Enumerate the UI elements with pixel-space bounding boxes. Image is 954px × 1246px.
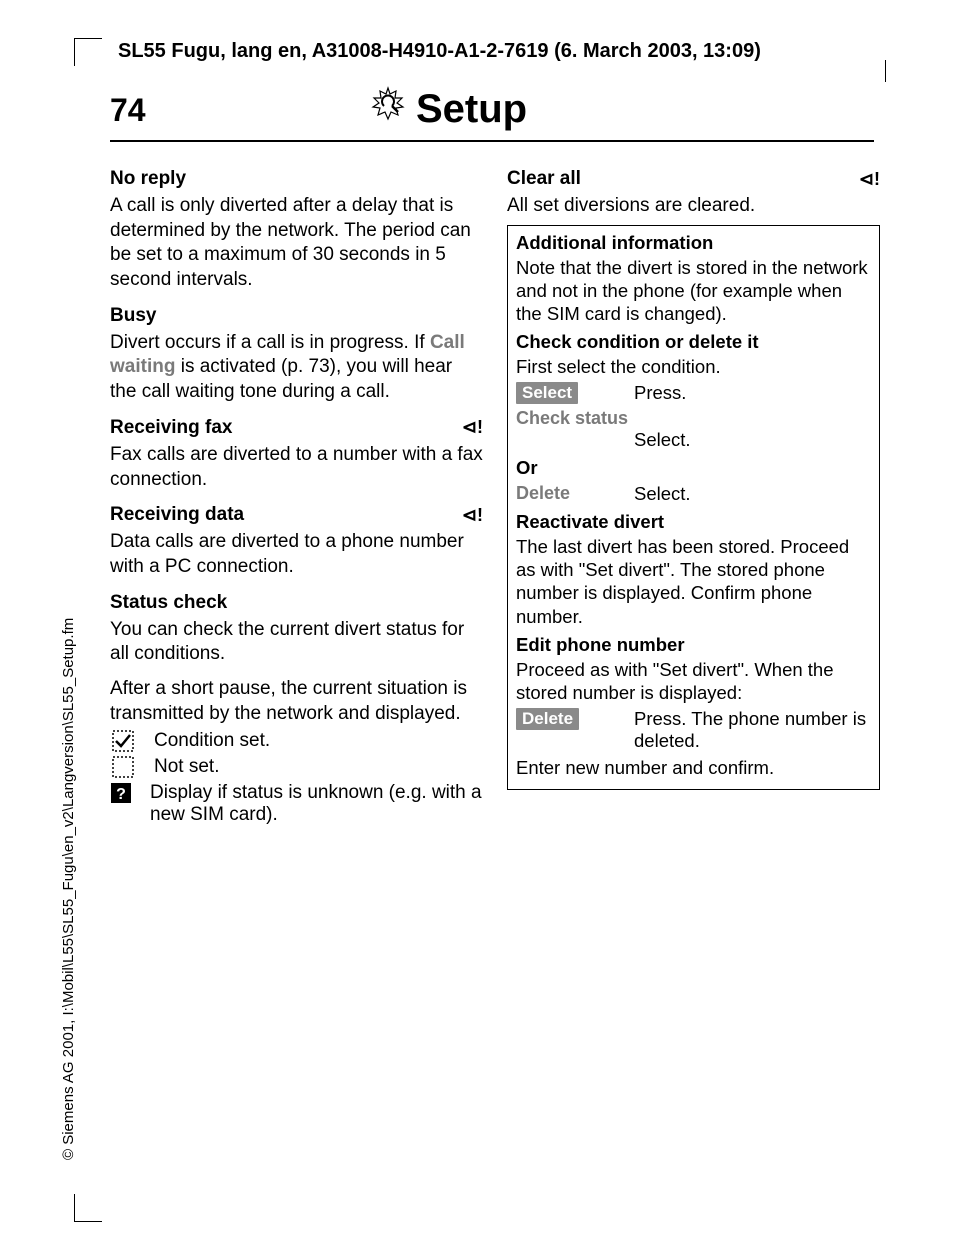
content-area: No reply A call is only diverted after a… xyxy=(110,162,880,830)
network-icon: ⊲! xyxy=(859,169,880,190)
reactivate-text: The last divert has been stored. Proceed… xyxy=(516,535,871,628)
receiving-fax-heading: Receiving fax xyxy=(110,417,233,439)
receiving-fax-heading-row: Receiving fax ⊲! xyxy=(110,417,483,439)
edit-phone-text: Proceed as with "Set divert". When the s… xyxy=(516,658,871,704)
receiving-data-heading: Receiving data xyxy=(110,504,244,526)
question-icon: ? xyxy=(110,782,132,804)
additional-info-heading: Additional information xyxy=(516,232,871,254)
crop-mark-bottom-left xyxy=(74,1194,102,1222)
status-check-text-2: After a short pause, the current situati… xyxy=(110,677,483,726)
check-status-label: Check status xyxy=(516,408,628,429)
receiving-fax-text: Fax calls are diverted to a number with … xyxy=(110,443,483,492)
no-reply-text: A call is only diverted after a delay th… xyxy=(110,194,483,293)
status-unknown-text: Display if status is unknown (e.g. with … xyxy=(150,782,483,826)
busy-text: Divert occurs if a call is in progress. … xyxy=(110,331,483,405)
delete-softkey: Delete xyxy=(516,708,579,730)
checkbox-empty-icon xyxy=(110,756,136,778)
delete-btn-row: Delete Press. The phone number is delete… xyxy=(516,708,871,752)
network-icon: ⊲! xyxy=(462,417,483,438)
check-condition-heading: Check condition or delete it xyxy=(516,331,871,353)
delete-option-action: Select. xyxy=(634,483,871,505)
right-column: Clear all ⊲! All set diversions are clea… xyxy=(507,162,880,830)
left-column: No reply A call is only diverted after a… xyxy=(110,162,483,830)
or-heading: Or xyxy=(516,457,871,479)
setup-icon xyxy=(370,86,406,132)
status-notset-text: Not set. xyxy=(154,756,219,778)
svg-text:?: ? xyxy=(116,786,126,803)
edit-phone-heading: Edit phone number xyxy=(516,634,871,656)
reactivate-heading: Reactivate divert xyxy=(516,511,871,533)
check-status-action: Select. xyxy=(634,429,871,451)
select-row: Select Press. xyxy=(516,382,871,404)
no-reply-heading: No reply xyxy=(110,168,483,190)
busy-text-1: Divert occurs if a call is in progress. … xyxy=(110,332,430,353)
check-condition-text: First select the condition. xyxy=(516,355,871,378)
select-key: Select xyxy=(516,382,616,404)
crop-mark-top-left xyxy=(74,38,102,66)
status-check-heading: Status check xyxy=(110,592,483,614)
status-row-unknown: ? Display if status is unknown (e.g. wit… xyxy=(110,782,483,826)
title-rule xyxy=(110,140,874,142)
copyright-side-text: © Siemens AG 2001, I:\Mobil\L55\SL55_Fug… xyxy=(60,618,77,1160)
check-status-row: Check status xyxy=(516,408,871,429)
page-title-text: Setup xyxy=(416,87,527,132)
check-status-action-row: Select. xyxy=(516,429,871,451)
clear-all-heading-row: Clear all ⊲! xyxy=(507,168,880,190)
page-title: Setup xyxy=(370,86,527,132)
receiving-data-text: Data calls are diverted to a phone numbe… xyxy=(110,530,483,579)
clear-all-heading: Clear all xyxy=(507,168,581,190)
status-row-set: Condition set. xyxy=(110,730,483,752)
clear-all-text: All set diversions are cleared. xyxy=(507,194,880,219)
status-check-text-1: You can check the current divert status … xyxy=(110,618,483,667)
delete-btn-action: Press. The phone number is deleted. xyxy=(634,708,871,752)
page-number: 74 xyxy=(110,92,146,129)
receiving-data-heading-row: Receiving data ⊲! xyxy=(110,504,483,526)
document-header-line: SL55 Fugu, lang en, A31008-H4910-A1-2-76… xyxy=(118,40,761,63)
select-softkey: Select xyxy=(516,382,578,404)
status-row-notset: Not set. xyxy=(110,756,483,778)
network-icon: ⊲! xyxy=(462,505,483,526)
busy-heading: Busy xyxy=(110,305,483,327)
additional-info-box: Additional information Note that the div… xyxy=(507,225,880,790)
delete-option-label: Delete xyxy=(516,483,616,504)
delete-btn-key: Delete xyxy=(516,708,616,730)
status-set-text: Condition set. xyxy=(154,730,270,752)
crop-mark-top-right xyxy=(885,60,886,82)
enter-number-text: Enter new number and confirm. xyxy=(516,756,871,779)
checkbox-checked-icon xyxy=(110,730,136,752)
additional-info-text: Note that the divert is stored in the ne… xyxy=(516,256,871,325)
delete-option-row: Delete Select. xyxy=(516,483,871,505)
select-action: Press. xyxy=(634,382,871,404)
